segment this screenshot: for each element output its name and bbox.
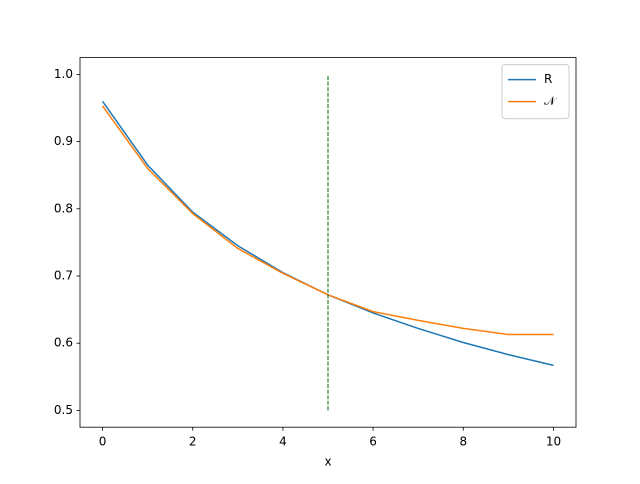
x-tick-label: 8	[459, 435, 467, 449]
x-axis-label: x	[324, 455, 331, 469]
x-tick-label: 0	[99, 435, 107, 449]
x-tick-label: 6	[369, 435, 377, 449]
y-tick-label: 0.8	[54, 201, 73, 215]
y-tick-label: 0.9	[54, 134, 73, 148]
y-tick-label: 1.0	[54, 67, 73, 81]
y-tick-label: 0.6	[54, 336, 73, 350]
x-tick-label: 10	[546, 435, 561, 449]
legend-label: 𝒩	[544, 94, 558, 108]
y-tick-label: 0.5	[54, 403, 73, 417]
x-tick-label: 2	[189, 435, 197, 449]
legend-box	[501, 64, 570, 120]
legend-label: R	[544, 72, 552, 86]
y-tick-label: 0.7	[54, 269, 73, 283]
axes-frame	[79, 57, 577, 428]
x-tick-label: 4	[279, 435, 287, 449]
